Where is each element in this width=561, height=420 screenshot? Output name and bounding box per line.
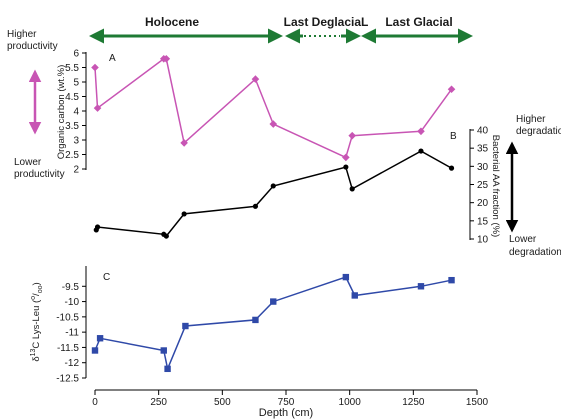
panel-a-y-ticks: 2 2.5 3 3.5 4 4.5 5 5.5 6 <box>65 49 86 176</box>
panel-c-y-ticks: -12.5 -12 -11.5 -11 -10.5 -10 -9.5 <box>56 282 86 385</box>
lower-degradation-line2: degradation <box>509 247 561 258</box>
panel-c-y-tick-label: -10.5 <box>56 312 79 323</box>
panel-a-data-point <box>180 139 188 147</box>
panel-b-data-point <box>349 186 355 192</box>
panel-a-data-point <box>91 63 99 72</box>
panel-b-series <box>93 148 455 239</box>
panel-a-label: A <box>109 53 116 64</box>
panel-b-data-point <box>181 211 187 217</box>
period-label-glacial: Last Glacial <box>385 15 452 29</box>
panel-b-y-tick-label: 15 <box>477 216 489 227</box>
panel-a-data-point <box>348 131 357 140</box>
panel-b-data-point <box>94 224 101 230</box>
panel-a-y-tick-label: 5 <box>73 78 79 89</box>
panel-c-data-point <box>91 347 99 354</box>
panel-c-series-line <box>94 276 452 372</box>
panel-c-y-tick-label: -12 <box>65 358 80 369</box>
panel-b-data-point <box>252 203 259 209</box>
period-label-holocene: Holocene <box>145 15 199 29</box>
panel-a-y-tick-label: 4 <box>73 107 79 118</box>
panel-c-y-tick-label: -12.5 <box>56 374 79 385</box>
panel-b-data-point <box>418 148 424 154</box>
panel-c-data-point <box>160 347 167 354</box>
panel-c-data-point <box>342 273 350 281</box>
x-tick-label: 250 <box>150 397 167 408</box>
panel-a-data-point <box>162 55 171 63</box>
panel-c-data-point <box>96 335 104 342</box>
panel-c-data-point <box>448 276 455 284</box>
panel-b-y-tick-label: 30 <box>477 162 489 173</box>
panel-c: -12.5 -12 -11.5 -11 -10.5 -10 -9.5 δ13C Lys-Le… <box>30 266 455 385</box>
panel-b-y-ticks: 10 15 20 25 30 35 40 <box>470 126 489 246</box>
panel-b-data-point <box>163 233 169 239</box>
x-tick-label: 0 <box>92 397 98 408</box>
higher-degradation-line1: Higher <box>516 114 546 125</box>
panel-a-y-tick-label: 4.5 <box>65 92 79 103</box>
x-axis-ticks: 0 250 500 750 1000 1250 1500 <box>92 390 489 408</box>
panel-b-y-label: Bacterial AA fraction (%) <box>490 135 501 237</box>
degradation-annotation: Higher degradation Lower degradation <box>505 114 561 258</box>
x-tick-label: 500 <box>214 397 231 408</box>
panel-b-data-point <box>448 165 455 171</box>
panel-a-series-line <box>94 58 453 159</box>
panel-c-series <box>91 273 455 373</box>
productivity-annotation: Higher productivity Lower productivity <box>7 29 65 180</box>
panel-a-series <box>91 55 456 162</box>
higher-degradation-line2: degradation <box>516 126 561 137</box>
x-tick-label: 1250 <box>402 397 425 408</box>
higher-productivity-line1: Higher <box>7 29 37 40</box>
panel-a-y-tick-label: 2.5 <box>65 150 79 161</box>
panel-b-y-tick-label: 35 <box>477 144 489 155</box>
panel-c-y-tick-label: -10 <box>65 297 80 308</box>
panel-b-data-point <box>270 183 276 189</box>
panel-a-y-tick-label: 3 <box>73 136 79 147</box>
panel-c-label: C <box>103 272 110 283</box>
panel-c-data-point <box>351 292 358 299</box>
panel-a-data-point <box>269 120 278 128</box>
panel-c-data-point <box>270 298 277 305</box>
period-label-deglacial: Last DeglaciaL <box>284 15 369 29</box>
panel-a-y-tick-label: 6 <box>73 49 79 60</box>
panel-c-data-point <box>417 283 425 290</box>
panel-c-y-label: δ13C Lys-Leu (o/oo) <box>30 282 44 361</box>
x-tick-label: 750 <box>278 397 295 408</box>
panel-b-y-tick-label: 25 <box>477 180 489 191</box>
panel-a-y-label: Organic carbon (wt.%) <box>56 65 67 160</box>
panel-b-y-tick-label: 20 <box>477 198 489 209</box>
panel-a-y-tick-label: 5.5 <box>65 63 79 74</box>
x-axis: 0 250 500 750 1000 1250 1500 Depth (cm) <box>92 389 489 419</box>
panel-b-y-tick-label: 40 <box>477 126 489 137</box>
panel-b-data-point <box>343 164 349 170</box>
panel-a-y-tick-label: 2 <box>73 165 79 176</box>
panel-a-data-point <box>342 153 350 162</box>
panel-c-y-tick-label: -11.5 <box>57 343 79 354</box>
panel-b-y-tick-label: 10 <box>477 235 489 246</box>
panel-a-data-point <box>93 104 102 112</box>
lower-productivity-line2: productivity <box>14 169 65 180</box>
panel-a: 22.533.544.555.56 Organic carbon (wt.%) … <box>56 49 456 176</box>
panel-c-data-point <box>252 316 259 324</box>
panel-b: 10 15 20 25 30 35 40 Bacterial AA fraction (%)… <box>93 126 501 246</box>
panel-a-data-point <box>417 127 425 136</box>
panel-a-y-tick-label: 3.5 <box>65 121 79 132</box>
panel-a-data-point <box>251 75 260 83</box>
panel-b-series-line <box>95 150 452 238</box>
lower-degradation-line1: Lower <box>509 234 537 245</box>
x-tick-label: 1000 <box>339 397 362 408</box>
x-axis-label: Depth (cm) <box>259 407 313 419</box>
panel-c-y-tick-label: -9.5 <box>62 282 80 293</box>
panel-c-data-point <box>182 322 189 330</box>
panel-c-y-tick-label: -11 <box>65 328 79 339</box>
panel-a-data-point <box>447 85 456 94</box>
panel-c-data-point <box>164 365 171 373</box>
period-arrows: Holocene Last DeglaciaL Last Glacial <box>89 15 473 44</box>
panel-b-label: B <box>450 131 457 142</box>
higher-productivity-line2: productivity <box>7 41 58 52</box>
lower-productivity-line1: Lower <box>14 157 42 168</box>
x-tick-label: 1500 <box>466 397 489 408</box>
